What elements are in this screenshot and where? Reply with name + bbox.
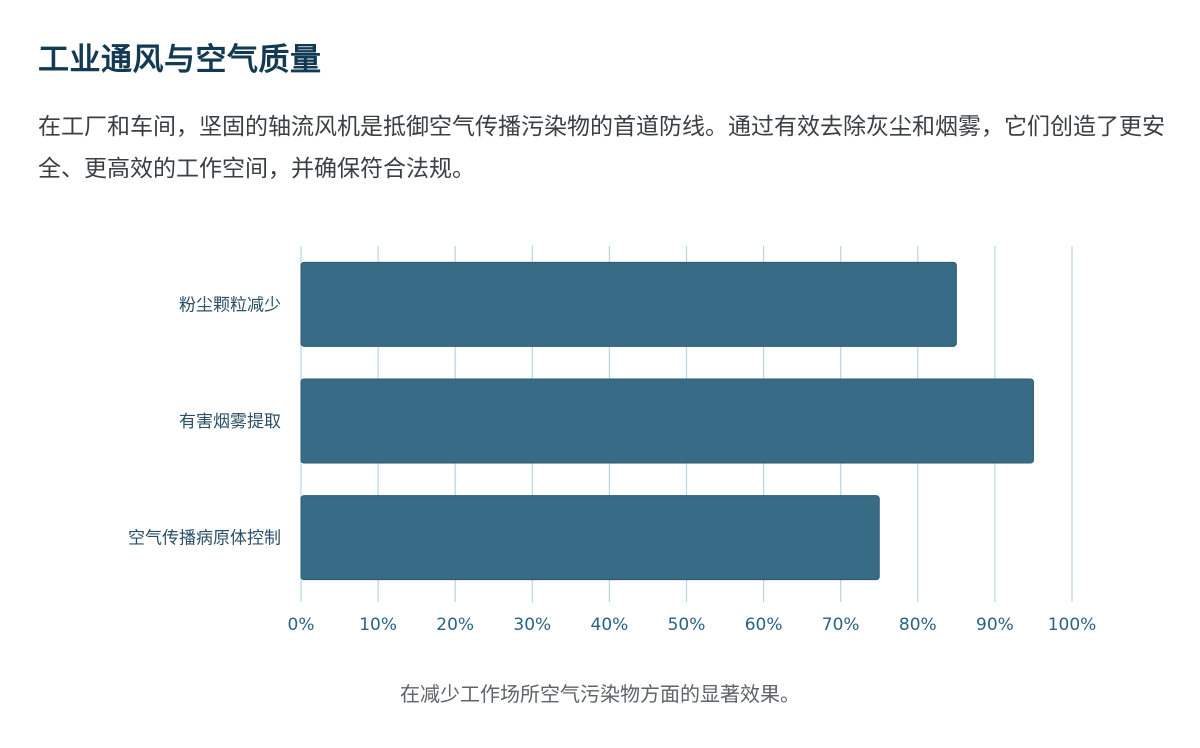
bar — [300, 495, 880, 581]
category-label: 粉尘颗粒减少 — [179, 295, 281, 315]
x-axis-ticks: 0% 10% 20% 30% 40% 50% 60% 70% 80% 90% 100% — [288, 615, 1097, 635]
bars — [300, 261, 1034, 581]
category-label: 空气传播病原体控制 — [128, 529, 281, 549]
bar — [300, 378, 1034, 464]
page-title: 工业通风与空气质量 — [38, 42, 322, 78]
bar-chart: 粉尘颗粒减少 有害烟雾提取空气传播病原体控制 0% 10% 20% 30% 40% 50% 6… — [0, 230, 1200, 650]
x-tick-label: 30% — [513, 615, 551, 635]
x-tick-label: 0% — [288, 615, 315, 635]
chart-caption: 在减少工作场所空气污染物方面的显著效果。 — [400, 682, 800, 706]
x-tick-label: 90% — [976, 615, 1014, 635]
x-tick-label: 40% — [591, 615, 629, 635]
category-label: 有害烟雾提取 — [179, 412, 281, 432]
x-tick-label: 100% — [1048, 615, 1097, 635]
x-tick-label: 70% — [822, 615, 860, 635]
x-tick-label: 60% — [745, 615, 783, 635]
x-tick-label: 10% — [359, 615, 397, 635]
bar — [300, 261, 957, 347]
x-tick-label: 80% — [899, 615, 937, 635]
x-tick-label: 50% — [668, 615, 706, 635]
intro-paragraph: 在工厂和车间，坚固的轴流风机是抵御空气传播污染物的首道防线。通过有效去除灰尘和烟… — [38, 114, 1165, 182]
x-tick-label: 20% — [436, 615, 474, 635]
